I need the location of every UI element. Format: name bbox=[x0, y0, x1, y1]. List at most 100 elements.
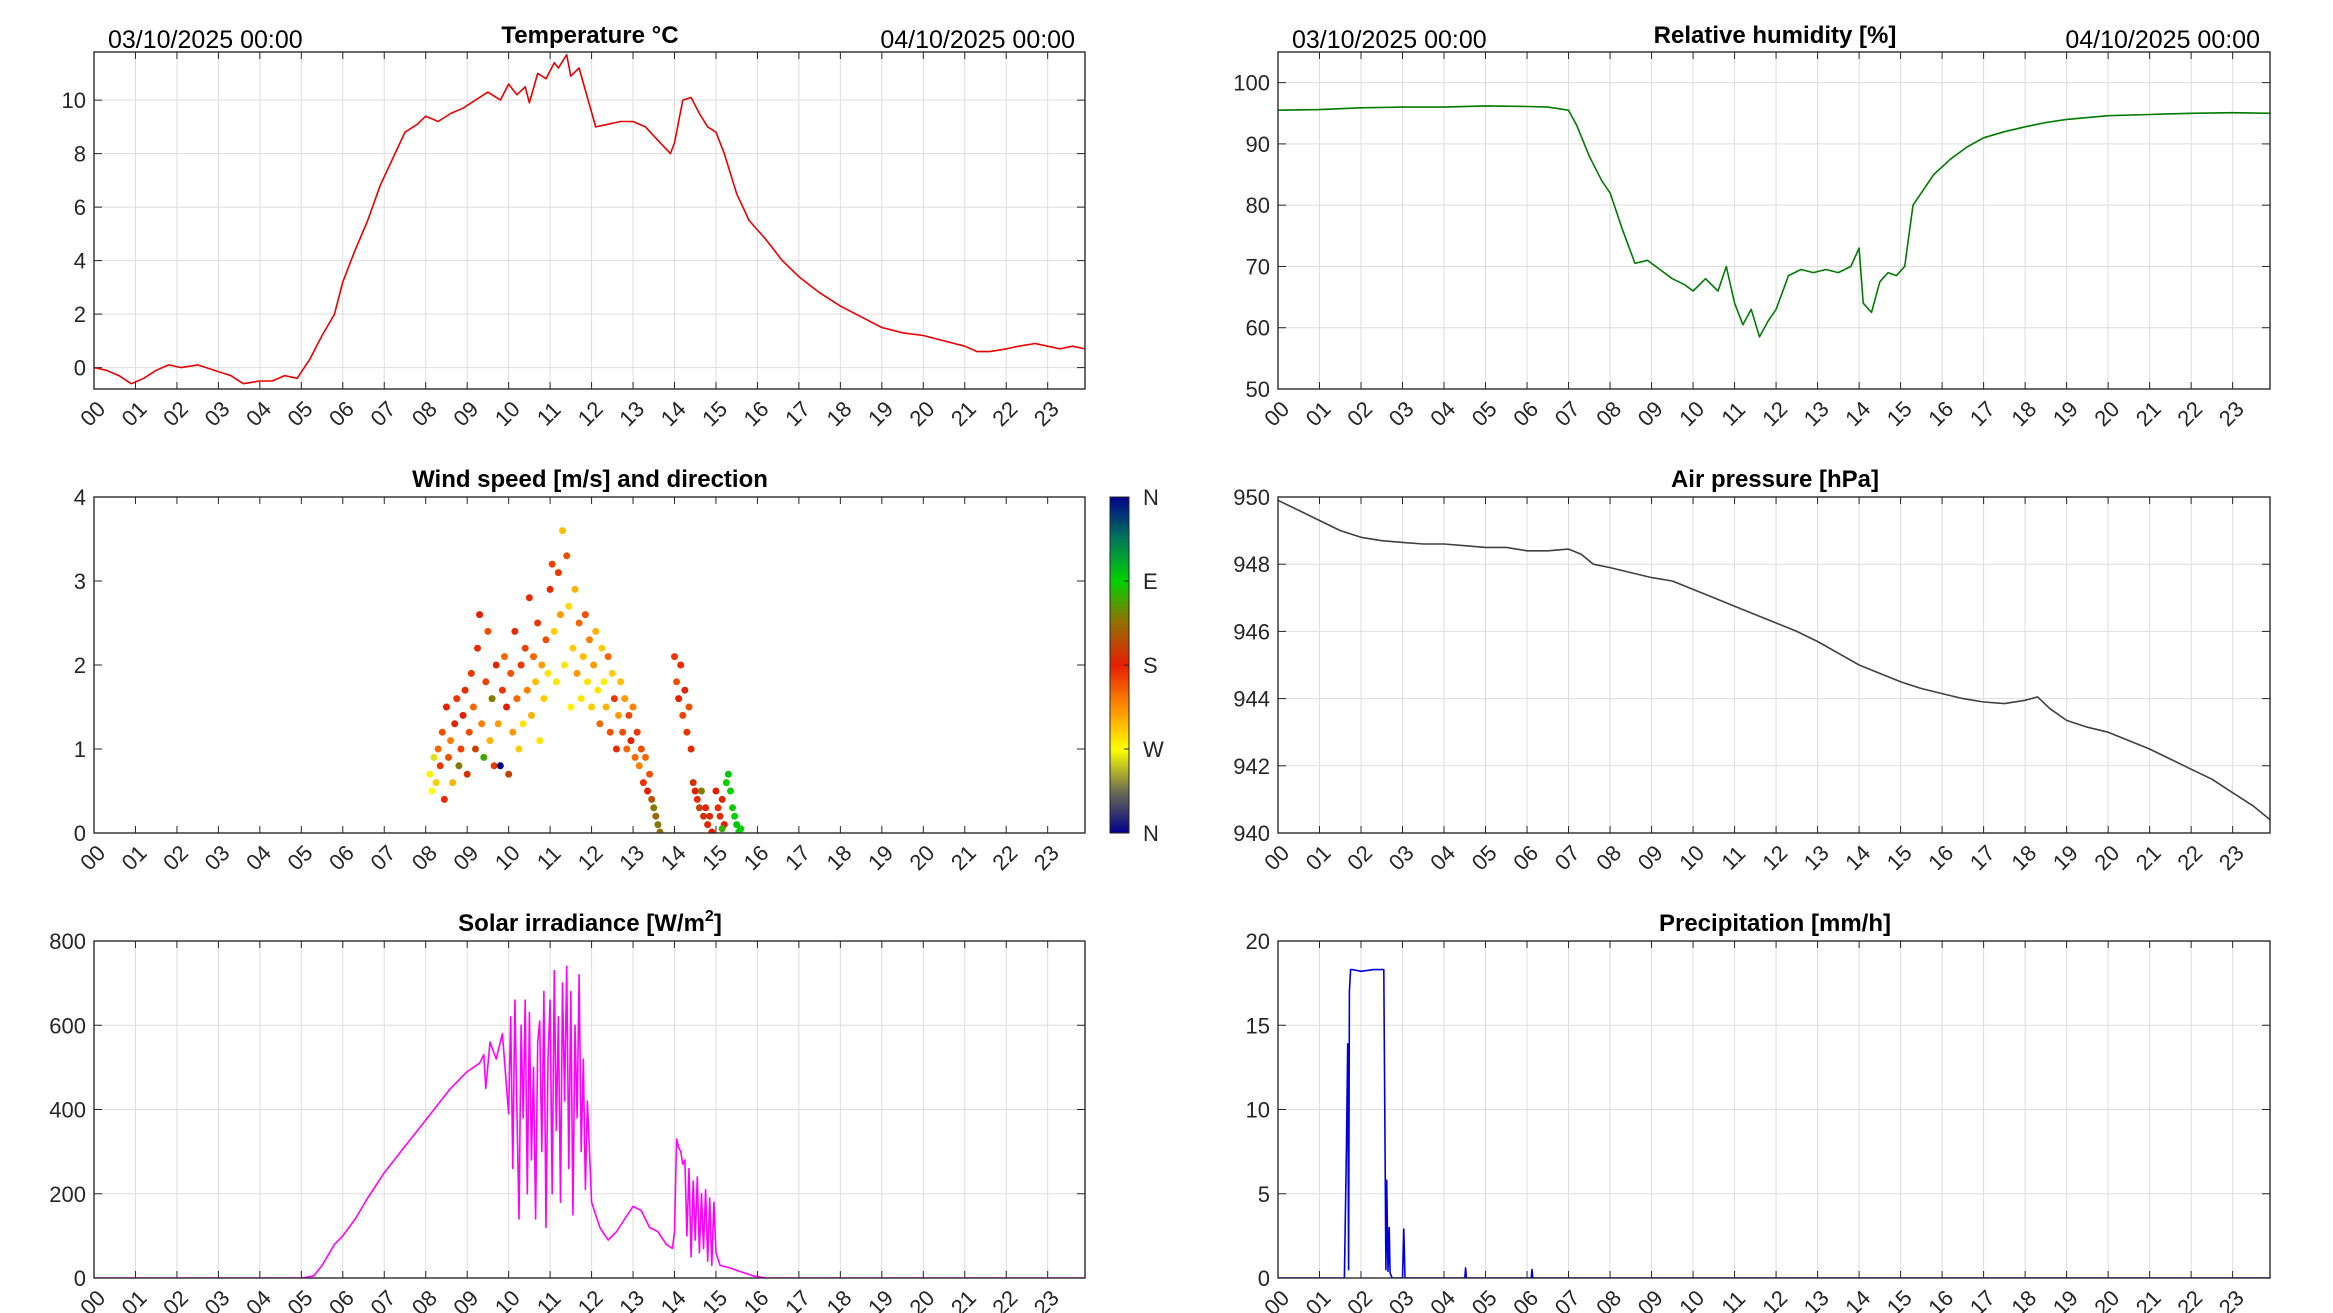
wind-point bbox=[641, 753, 649, 761]
temperature-plot-area bbox=[93, 51, 1086, 390]
temperature-x-tick-label: 14 bbox=[656, 396, 691, 431]
humidity-y-tick-label: 90 bbox=[1246, 132, 1270, 157]
precip-x-tick-label: 15 bbox=[1882, 1285, 1917, 1313]
precip-chart: Precipitation [mm/h] 00 01 02 03 04 05 06 07 08 0… bbox=[1246, 910, 2271, 1313]
wind-point bbox=[724, 770, 732, 778]
wind-point bbox=[683, 728, 691, 736]
precip-x-tick-label: 17 bbox=[1965, 1285, 2000, 1313]
humidity-x-tick-label: 21 bbox=[2131, 396, 2166, 431]
wind-x-tick-label: 08 bbox=[407, 840, 442, 875]
solar-x-tick-label: 04 bbox=[241, 1285, 276, 1313]
temperature-x-tick-label: 11 bbox=[532, 397, 566, 431]
wind-x-tick-label: 23 bbox=[1029, 840, 1064, 875]
wind-point bbox=[459, 711, 467, 719]
solar-x-tick-label: 14 bbox=[656, 1285, 691, 1313]
wind-point bbox=[519, 720, 527, 728]
wind-point bbox=[556, 611, 564, 619]
wind-x-tick-label: 03 bbox=[200, 840, 235, 875]
wind-x-tick-label: 13 bbox=[614, 840, 649, 875]
wind-x-tick-label: 18 bbox=[822, 840, 857, 875]
wind-point bbox=[521, 644, 529, 652]
colorbar-label: N bbox=[1143, 821, 1159, 846]
humidity-x-tick-label: 04 bbox=[1425, 396, 1460, 431]
wind-point bbox=[532, 678, 540, 686]
wind-point bbox=[465, 728, 473, 736]
wind-point bbox=[451, 720, 459, 728]
solar-x-tick-label: 08 bbox=[407, 1285, 442, 1313]
temperature-x-tick-label: 20 bbox=[904, 396, 939, 431]
wind-x-tick-label: 21 bbox=[946, 840, 981, 875]
wind-point bbox=[656, 828, 664, 833]
wind-point bbox=[480, 753, 488, 761]
wind-point bbox=[449, 779, 457, 787]
wind-point bbox=[586, 636, 593, 644]
wind-point bbox=[492, 661, 500, 669]
precip-x-tick-label: 07 bbox=[1550, 1285, 1585, 1313]
wind-point bbox=[704, 821, 712, 829]
solar-axes-frame bbox=[93, 940, 1086, 1279]
wind-point bbox=[455, 762, 463, 770]
precip-y-tick-label: 5 bbox=[1258, 1182, 1270, 1207]
humidity-x-tick-label: 11 bbox=[1716, 397, 1750, 431]
colorbar-label: W bbox=[1143, 737, 1164, 762]
humidity-date-start: 03/10/2025 00:00 bbox=[1292, 26, 1487, 54]
temperature-date-end: 04/10/2025 00:00 bbox=[880, 26, 1075, 54]
precip-x-tick-label: 22 bbox=[2172, 1285, 2207, 1313]
temperature-x-tick-label: 18 bbox=[822, 396, 857, 431]
colorbar-label: E bbox=[1143, 569, 1158, 594]
pressure-series-line bbox=[1278, 499, 2270, 821]
wind-point bbox=[617, 678, 625, 686]
wind-point bbox=[573, 669, 581, 677]
temperature-x-tick-label: 19 bbox=[863, 396, 898, 431]
wind-x-tick-label: 04 bbox=[241, 840, 276, 875]
humidity-axes-frame bbox=[1277, 51, 2271, 390]
wind-point bbox=[590, 661, 598, 669]
precip-x-tick-label: 14 bbox=[1840, 1285, 1875, 1313]
wind-point bbox=[561, 661, 569, 669]
wind-point bbox=[498, 686, 506, 694]
precip-series-line bbox=[1278, 968, 2270, 1278]
precip-x-tick-label: 01 bbox=[1301, 1285, 1336, 1313]
wind-point bbox=[583, 678, 591, 686]
precip-axes-frame bbox=[1277, 940, 2271, 1279]
wind-y-tick-label: 0 bbox=[74, 821, 86, 846]
wind-point bbox=[569, 644, 577, 652]
wind-point bbox=[602, 703, 610, 711]
wind-point bbox=[629, 703, 637, 711]
humidity-x-tick-label: 07 bbox=[1550, 396, 1585, 431]
wind-y-tick-label: 1 bbox=[74, 737, 86, 762]
precip-x-tick-label: 02 bbox=[1342, 1285, 1377, 1313]
wind-point bbox=[430, 753, 438, 761]
temperature-y-tick-label: 4 bbox=[74, 249, 86, 274]
wind-point bbox=[714, 804, 722, 812]
wind-point bbox=[627, 737, 635, 745]
solar-title-end: ] bbox=[714, 910, 722, 937]
solar-y-tick-label: 800 bbox=[49, 929, 86, 954]
precip-x-tick-label: 19 bbox=[2048, 1285, 2083, 1313]
precip-x-tick-label: 23 bbox=[2214, 1285, 2249, 1313]
wind-point bbox=[428, 787, 436, 795]
humidity-date-end: 04/10/2025 00:00 bbox=[2065, 26, 2260, 54]
humidity-y-tick-label: 100 bbox=[1233, 71, 1270, 96]
precip-x-tick-label: 08 bbox=[1591, 1285, 1626, 1313]
solar-x-tick-label: 12 bbox=[573, 1285, 608, 1313]
wind-direction-colorbar: N W S E N bbox=[1109, 485, 1164, 846]
humidity-x-tick-label: 13 bbox=[1799, 396, 1834, 431]
pressure-x-tick-label: 14 bbox=[1840, 840, 1875, 875]
humidity-x-tick-label: 15 bbox=[1882, 396, 1917, 431]
wind-x-tick-label: 19 bbox=[863, 840, 898, 875]
pressure-y-tick-label: 946 bbox=[1233, 619, 1270, 644]
wind-point bbox=[486, 737, 494, 745]
precip-y-tick-label: 0 bbox=[1258, 1266, 1270, 1291]
humidity-x-tick-label: 22 bbox=[2172, 396, 2207, 431]
temperature-x-tick-label: 03 bbox=[200, 396, 235, 431]
wind-point bbox=[500, 653, 508, 661]
pressure-y-tick-label: 940 bbox=[1233, 821, 1270, 846]
solar-x-tick-label: 17 bbox=[780, 1285, 815, 1313]
wind-point bbox=[567, 703, 575, 711]
wind-point bbox=[592, 627, 600, 635]
solar-x-tick-label: 11 bbox=[532, 1286, 566, 1313]
wind-point bbox=[697, 787, 705, 795]
humidity-plot-area bbox=[1277, 51, 2271, 390]
